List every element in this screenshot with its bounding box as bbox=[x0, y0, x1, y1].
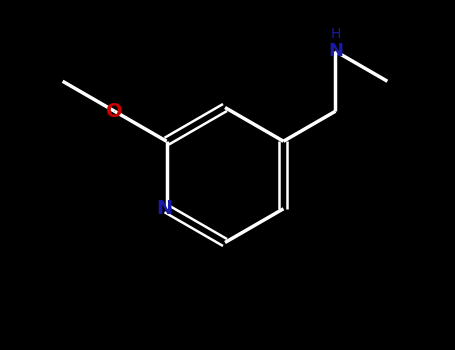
Text: N: N bbox=[328, 42, 343, 60]
Text: N: N bbox=[156, 199, 172, 218]
Text: H: H bbox=[330, 27, 341, 41]
Text: O: O bbox=[106, 102, 123, 121]
